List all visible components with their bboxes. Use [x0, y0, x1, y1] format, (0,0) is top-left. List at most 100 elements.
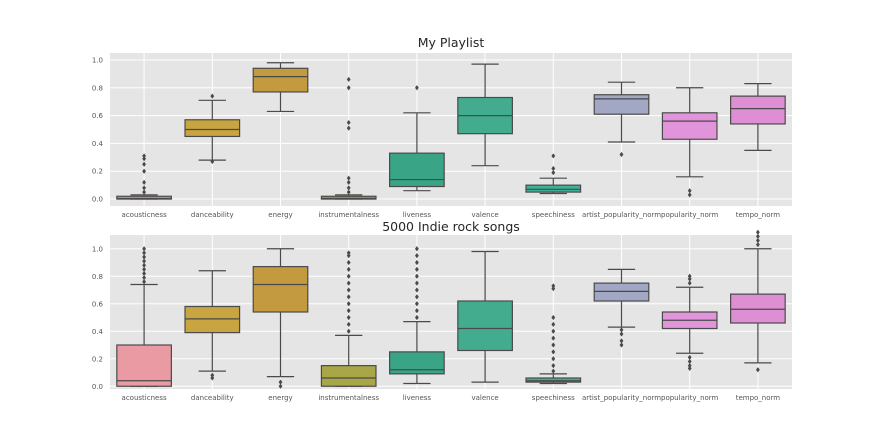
outlier-point — [415, 246, 419, 252]
outlier-point — [142, 275, 146, 281]
y-tick-label: 0.6 — [92, 300, 104, 308]
box-energy — [252, 62, 309, 113]
outlier-point — [142, 254, 146, 260]
outlier-point — [687, 276, 692, 282]
outlier-point — [346, 76, 351, 83]
box-valence — [457, 63, 513, 167]
outlier-point — [142, 161, 146, 167]
x-tick-label: instrumentalness — [318, 394, 379, 402]
box-iqr — [457, 300, 513, 352]
box-iqr — [389, 351, 445, 375]
y-tick-label: 1.0 — [92, 245, 103, 253]
box-acousticness — [116, 246, 172, 387]
x-tick-label: popularity_norm — [661, 394, 719, 402]
outlier-point — [142, 258, 146, 264]
outlier-point — [142, 189, 146, 195]
outlier-point — [346, 328, 351, 334]
outlier-point — [687, 365, 692, 371]
outlier-point — [415, 85, 419, 91]
box-danceability — [184, 93, 241, 165]
outlier-point — [278, 379, 283, 385]
box-iqr — [116, 344, 172, 387]
outlier-point — [346, 308, 351, 314]
chart-title: 5000 Indie rock songs — [382, 219, 520, 234]
x-tick-label: acousticness — [122, 211, 167, 219]
x-tick-label: acousticness — [122, 394, 167, 402]
y-tick-label: 0.6 — [92, 112, 104, 120]
y-tick-label: 0.4 — [92, 140, 104, 148]
box-iqr — [525, 184, 582, 193]
outlier-point — [346, 294, 351, 300]
box-tempo_norm — [730, 229, 786, 373]
outlier-point — [142, 279, 146, 285]
outlier-point — [551, 314, 556, 321]
outlier-point — [142, 156, 146, 162]
outlier-point — [415, 314, 419, 321]
box-liveness — [389, 85, 445, 192]
outlier-point — [551, 356, 556, 362]
x-tick-label: tempo_norm — [736, 394, 781, 402]
outlier-point — [415, 294, 419, 300]
box-speechiness — [525, 153, 582, 195]
box-iqr — [184, 119, 241, 138]
x-tick-label: energy — [268, 211, 292, 219]
box-iqr — [593, 282, 650, 302]
outlier-point — [687, 363, 692, 369]
outlier-point — [142, 262, 146, 268]
chart-panel-1: 0.0 0.2 0.4 0.6 0.8 1.0 acousticness danceabili… — [92, 35, 792, 219]
x-tick-label: liveness — [403, 394, 432, 402]
outlier-point — [415, 301, 419, 307]
outlier-point — [210, 372, 215, 378]
box-iqr — [116, 195, 172, 200]
outlier-point — [551, 283, 556, 289]
outlier-point — [142, 246, 146, 252]
box-iqr — [730, 95, 786, 125]
outlier-point — [346, 189, 351, 195]
outlier-point — [346, 259, 351, 266]
outlier-point — [687, 358, 692, 365]
outlier-point — [756, 229, 760, 235]
box-iqr — [730, 293, 786, 324]
outlier-point — [551, 335, 556, 341]
y-tick-label: 0.8 — [92, 273, 103, 281]
outlier-point — [551, 328, 556, 334]
x-tick-label: energy — [268, 394, 292, 402]
x-tick-label: liveness — [403, 211, 432, 219]
box-speechiness — [525, 283, 582, 385]
outlier-point — [346, 185, 351, 191]
outlier-point — [210, 158, 215, 165]
box-iqr — [320, 365, 377, 387]
outlier-point — [551, 363, 556, 369]
outlier-point — [687, 188, 692, 194]
x-tick-label: popularity_norm — [661, 211, 719, 219]
outlier-point — [551, 368, 556, 374]
box-instrumentalness — [320, 76, 377, 200]
box-artist_popularity_norm — [593, 81, 650, 158]
outlier-point — [551, 153, 556, 159]
outlier-point — [346, 321, 351, 327]
box-liveness — [389, 246, 445, 385]
outlier-point — [346, 266, 351, 272]
outlier-point — [415, 280, 419, 286]
y-tick-label: 0.2 — [92, 355, 103, 363]
outlier-point — [346, 280, 351, 286]
outlier-point — [142, 153, 146, 159]
outlier-point — [415, 259, 419, 266]
outlier-point — [687, 273, 692, 279]
box-valence — [457, 250, 513, 383]
outlier-point — [346, 301, 351, 307]
outlier-point — [415, 287, 419, 293]
outlier-point — [551, 349, 556, 355]
x-tick-label: danceability — [191, 394, 234, 402]
box-iqr — [184, 305, 241, 334]
box-iqr — [320, 195, 377, 200]
outlier-point — [346, 85, 351, 91]
box-iqr — [389, 152, 445, 188]
outlier-point — [142, 179, 146, 185]
outlier-point — [210, 375, 215, 381]
box-popularity_norm — [661, 87, 718, 198]
outlier-point — [346, 175, 351, 181]
x-tick-label: valence — [471, 211, 498, 219]
outlier-point — [415, 253, 419, 259]
